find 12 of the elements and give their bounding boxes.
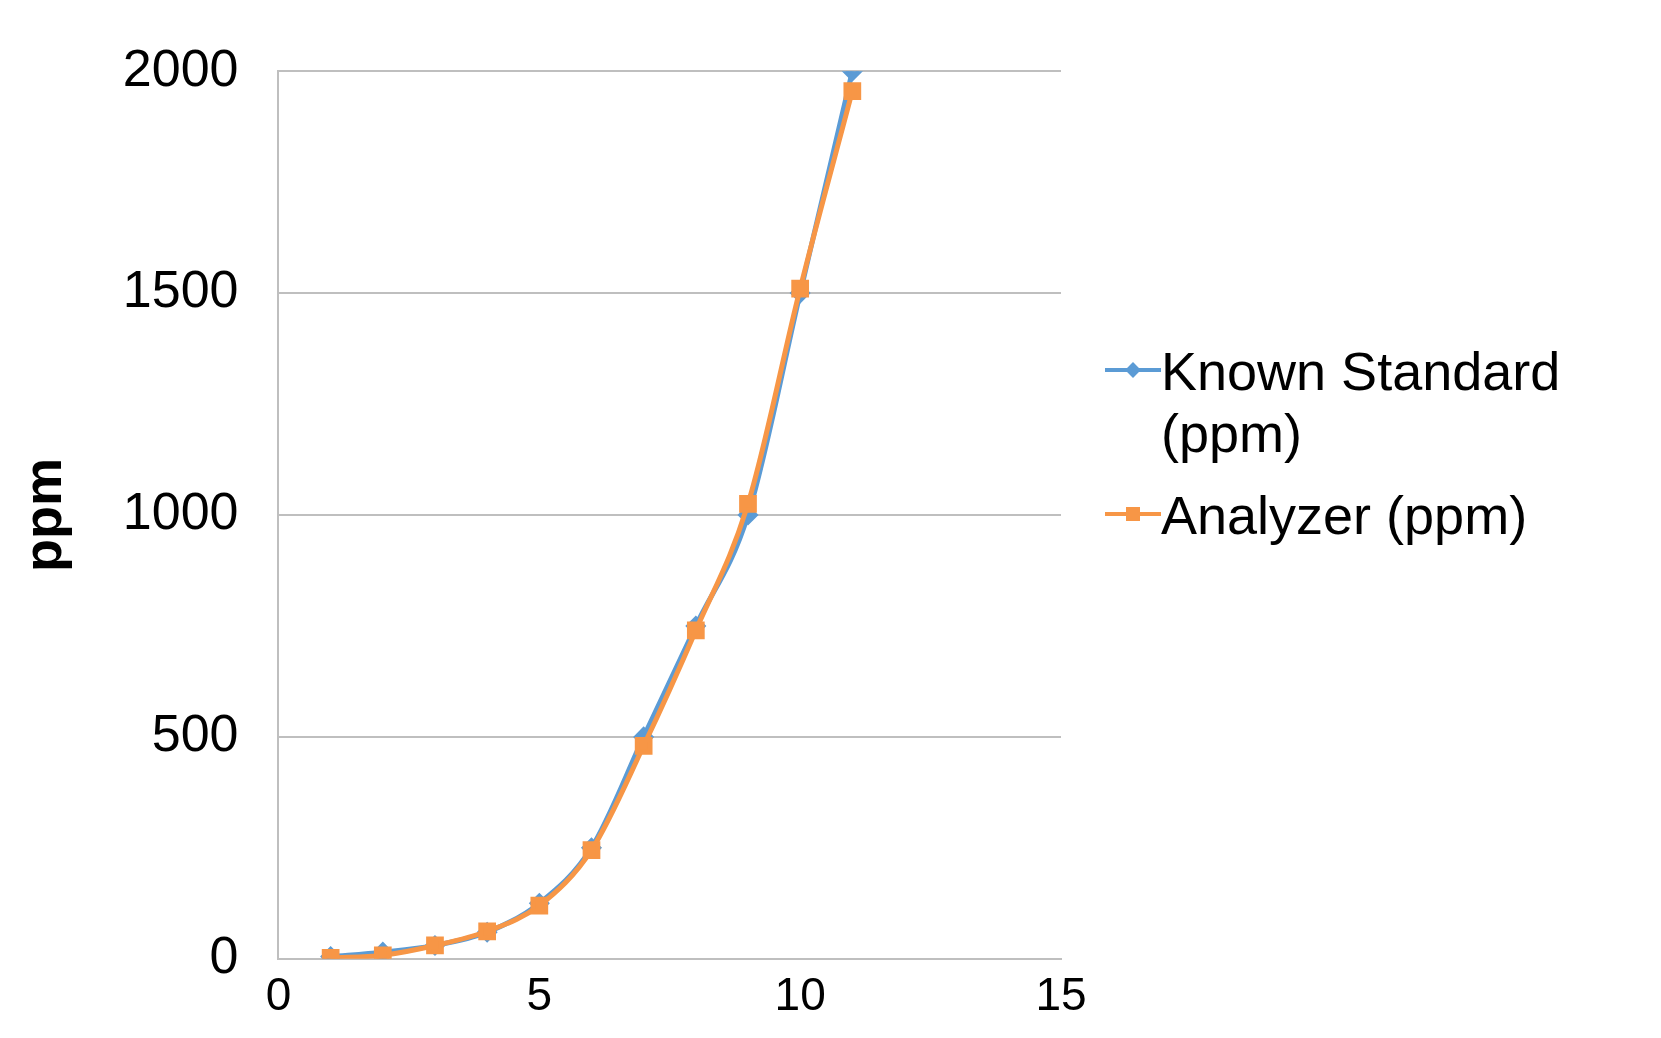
- x-tick-label: 0: [265, 968, 292, 1021]
- x-tick-label: 10: [774, 968, 826, 1021]
- y-tick-label: 1500: [122, 260, 239, 319]
- y-tick-label: 2000: [122, 38, 239, 97]
- y-tick-label: 500: [151, 704, 239, 763]
- y-axis-title: ppm: [12, 458, 73, 572]
- x-tick-label: 5: [526, 968, 553, 1021]
- y-tick-label: 1000: [122, 482, 239, 541]
- legend-label: Known Standard (ppm): [1161, 340, 1562, 464]
- legend-label: Analyzer (ppm): [1161, 484, 1528, 546]
- x-tick-label: 15: [1035, 968, 1087, 1021]
- y-tick-label: 0: [209, 926, 239, 985]
